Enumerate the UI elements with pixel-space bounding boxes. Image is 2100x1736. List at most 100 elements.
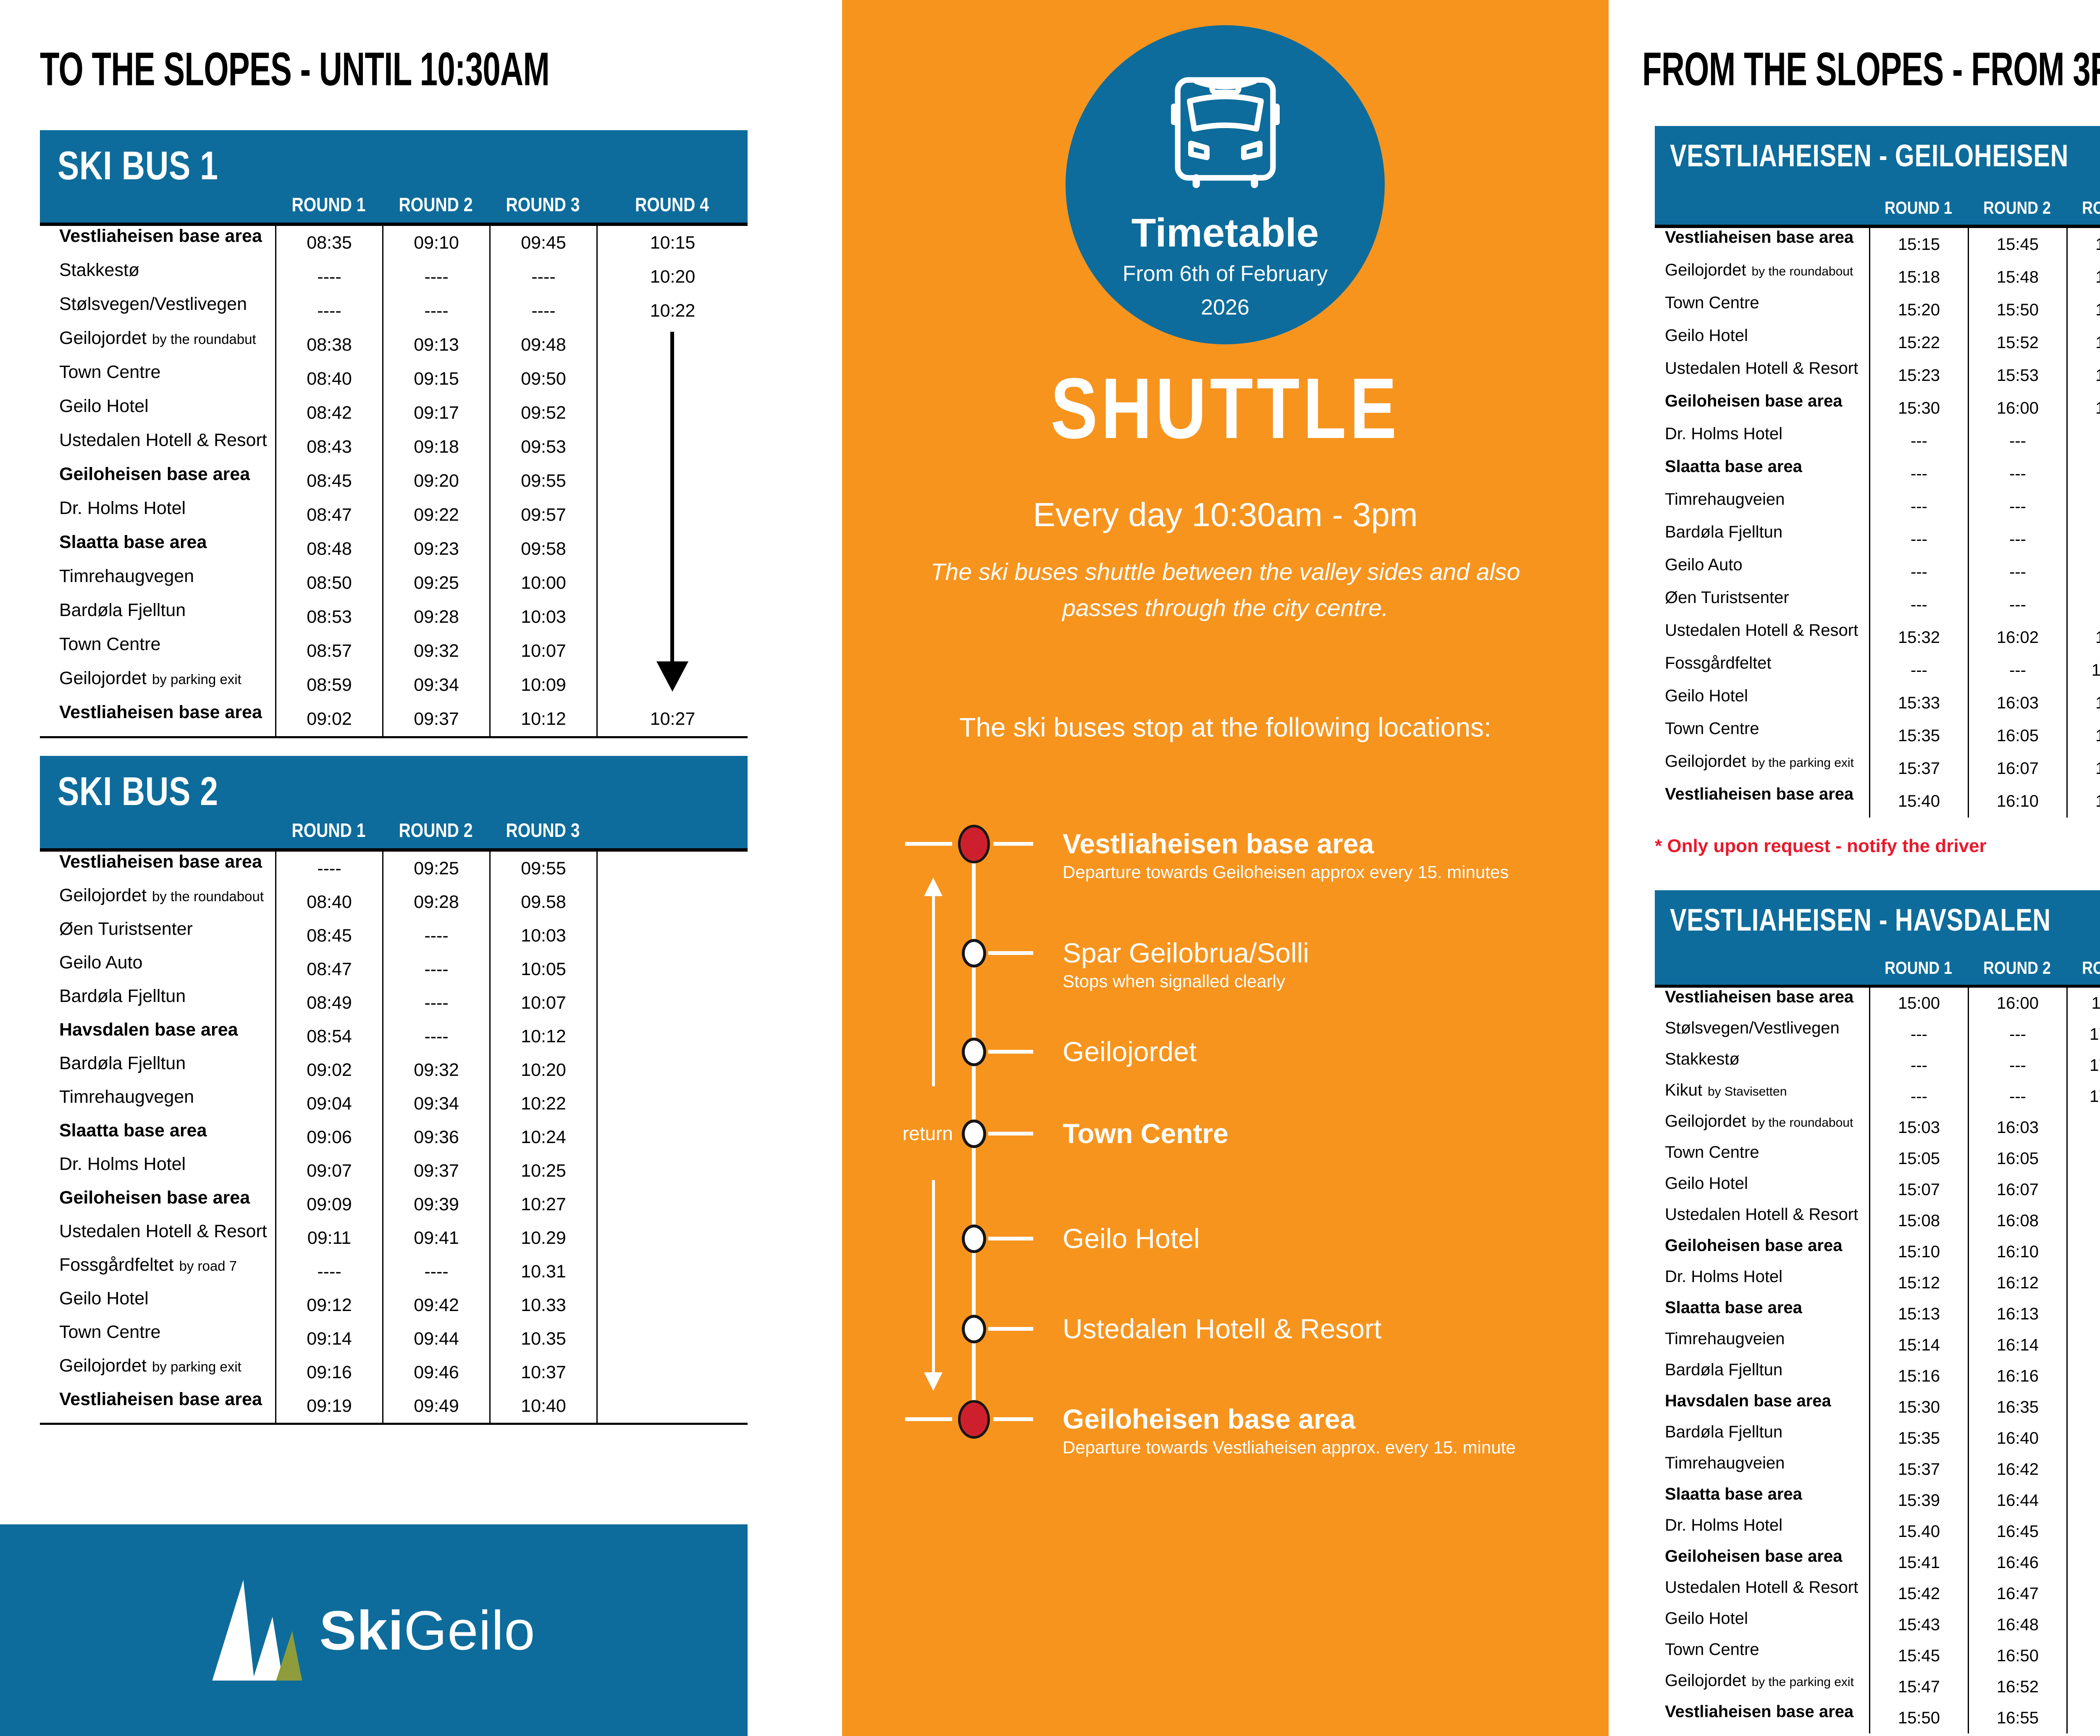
- badge-title: Timetable: [1131, 210, 1319, 255]
- time-cell: 16:23: [2066, 359, 2100, 392]
- stop-name-cell: Ustedalen Hotell & Resort: [1655, 621, 1869, 654]
- stop-name-suffix: by the parking exit: [1751, 756, 1854, 770]
- ski-bus-1-header: SKI BUS 1 ROUND 1 ROUND 2 ROUND 3 ROUND 4: [40, 130, 748, 223]
- stop-label-name: Geilo Hotel: [1063, 1223, 1200, 1254]
- stop-name: Vestliaheisen base area: [1665, 988, 1854, 1006]
- havsdalen-table-body: Vestliaheisen base area15:0016:0017:00*1…: [1655, 988, 2100, 1733]
- time-cell: 16:46: [1968, 1547, 2066, 1578]
- ski-bus-2-header: SKI BUS 2 ROUND 1 ROUND 2 ROUND 3: [40, 756, 748, 848]
- time-cell: 10.33: [489, 1288, 596, 1322]
- stop-name: Vestliaheisen base area: [1665, 228, 1854, 247]
- round4-continue-arrow-line: [670, 332, 674, 661]
- empty-cell: [596, 1087, 748, 1120]
- stop-name-cell: Dr. Holms Hotel: [1655, 425, 1869, 457]
- time-cell: 16:10: [1968, 785, 2066, 818]
- empty-cell: [596, 1221, 748, 1255]
- round-column-header: ROUND 2: [1983, 198, 2051, 218]
- table-row: Bardøla Fjelltun 08:49 ---- 10:07: [40, 986, 748, 1020]
- stop-name: Bardøla Fjelltun: [1665, 523, 1783, 541]
- time-cell: [596, 634, 748, 668]
- havsdalen-table-title: VESTLIAHEISEN - HAVSDALEN: [1670, 902, 2051, 937]
- time-cell: 09:36: [382, 1120, 489, 1154]
- time-cell: 15.40: [1869, 1516, 1968, 1547]
- stop-name: Ustedalen Hotell & Resort: [1665, 1205, 1858, 1224]
- time-cell: 08:45: [275, 919, 382, 952]
- stop-name-cell: Dr. Holms Hotel: [1655, 1516, 1869, 1547]
- stop-name-cell: Bardøla Fjelltun: [40, 1053, 275, 1087]
- time-cell: [596, 600, 748, 634]
- stop-name: Kikut: [1665, 1081, 1702, 1099]
- logo-text-ski: Ski: [319, 1599, 404, 1661]
- time-cell: 16:07: [1968, 752, 2066, 785]
- table-row: Slaatta base area 08:48 09:23 09:58: [40, 532, 748, 566]
- return-up-arrow-head: [924, 878, 942, 896]
- stop-name-cell: Vestliaheisen base area: [1655, 1702, 1869, 1733]
- stop-name: Ustedalen Hotell & Resort: [59, 430, 267, 450]
- table-row: Geilojordet by the parking exit 15:37 16:07…: [1655, 752, 2100, 785]
- time-cell: ---: [2066, 1112, 2100, 1143]
- time-cell: 09:49: [382, 1389, 489, 1423]
- stop-name: Dr. Holms Hotel: [59, 1154, 186, 1174]
- stop-name: Geilojordet: [1665, 752, 1746, 771]
- skigeilo-logo-text: SkiGeilo: [319, 1599, 535, 1662]
- stop-name: Geilo Hotel: [1665, 1609, 1748, 1628]
- stop-name-cell: Dr. Holms Hotel: [1655, 1267, 1869, 1298]
- time-cell: 15:45: [1869, 1640, 1968, 1671]
- stop-name-cell: Geilojordet by the parking exit: [1655, 1671, 1869, 1702]
- time-cell: 15:18: [1869, 261, 1968, 294]
- logo-triangle-1: [212, 1580, 255, 1681]
- time-cell: 15:13: [1869, 1298, 1968, 1330]
- table-row: Geilojordet by the roundabout 15:1815:4816…: [1655, 261, 2100, 294]
- time-cell: ---: [2066, 1609, 2100, 1640]
- time-cell: 10:05: [489, 952, 596, 986]
- time-cell: 10:15: [596, 226, 748, 260]
- terminal-left-tick: [905, 842, 952, 846]
- time-cell: 16:03: [1968, 687, 2066, 719]
- empty-cell: [596, 1389, 748, 1423]
- time-cell: 09:02: [275, 1053, 382, 1087]
- time-cell: ---: [2066, 425, 2100, 457]
- time-cell: 09:19: [275, 1389, 382, 1423]
- stop-name-cell: Geilo Auto: [40, 952, 275, 986]
- table-row: Geilojordet by the parking exit 15:47 16:52…: [1655, 1671, 2100, 1702]
- time-cell: 09:17: [382, 396, 489, 430]
- stop-name-cell: Geilojordet by the roundabout: [1655, 261, 1869, 294]
- table-row: Vestliaheisen base area15:0016:0017:00*1…: [1655, 988, 2100, 1019]
- stop-name-cell: Ustedalen Hotell & Resort: [40, 1221, 275, 1255]
- stop-name-cell: Vestliaheisen base area: [40, 1389, 275, 1423]
- table-row: Geiloheisen base area15:3016:0016:3016:5…: [1655, 392, 2100, 425]
- time-cell: ---: [1869, 556, 1968, 588]
- geiloheisen-table-title: VESTLIAHEISEN - GEILOHEISEN: [1670, 138, 2069, 173]
- time-cell: 10.35: [489, 1322, 596, 1356]
- table-row: Geilojordet by parking exit 09:16 09:46 10:3…: [40, 1356, 748, 1389]
- time-cell: 09:25: [382, 566, 489, 600]
- stop-name: Fossgårdfeltet: [59, 1255, 174, 1275]
- to-the-slopes-panel: TO THE SLOPES - UNTIL 10:30AM SKI BUS 1 …: [0, 0, 842, 1736]
- time-cell: 09:50: [489, 362, 596, 396]
- time-cell: ---: [1869, 1050, 1968, 1081]
- skigeilo-logo-icon: [212, 1580, 302, 1681]
- stop-name: Geilojordet: [59, 1356, 147, 1376]
- stop-name: Geilojordet: [1665, 1671, 1746, 1690]
- stop-name-cell: Bardøla Fjelltun: [1655, 523, 1869, 556]
- table-row: Ustedalen Hotell & Resort15:0816:08-----…: [1655, 1205, 2100, 1236]
- stop-name-cell: Geilojordet by the roundabout: [40, 885, 275, 919]
- stop-name-cell: Geilo Hotel: [1655, 1609, 1869, 1640]
- stop-name-cell: Geilojordet by parking exit: [40, 668, 275, 702]
- from-the-slopes-heading: FROM THE SLOPES - FROM 3PM: [1642, 43, 2100, 95]
- time-cell: 09:15: [382, 362, 489, 396]
- time-cell: 10:22: [596, 294, 748, 328]
- stop-label: Ustedalen Hotell & Resort: [1063, 1312, 1381, 1345]
- time-cell: ---: [2066, 1330, 2100, 1361]
- round-column-header: ROUND 2: [399, 819, 473, 841]
- time-cell: 10:40: [489, 1389, 596, 1423]
- time-cell: 09:25: [382, 852, 489, 885]
- time-cell: ---: [1968, 1081, 2066, 1112]
- time-cell: 16:15: [2066, 228, 2100, 261]
- time-cell: 16:08: [1968, 1205, 2066, 1236]
- table-row: Bardøla Fjelltun 08:53 09:28 10:03: [40, 600, 748, 634]
